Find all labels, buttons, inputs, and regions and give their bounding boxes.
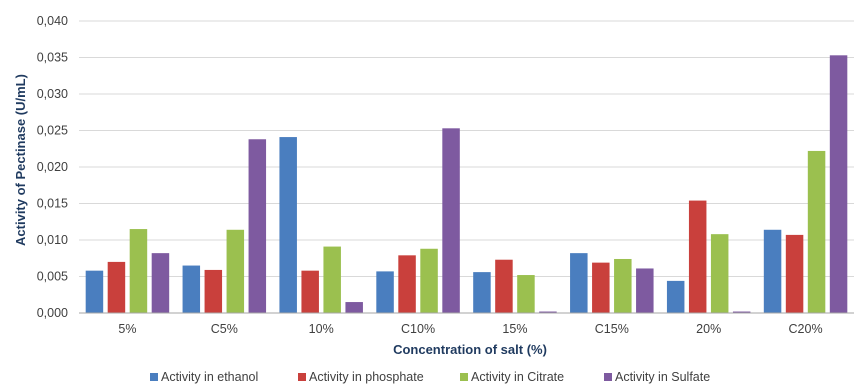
bar-activity-in-phosphate-2 <box>301 270 319 313</box>
x-tick-label: C5% <box>211 322 238 336</box>
x-tick-label: 5% <box>118 322 136 336</box>
bar-activity-in-citrate-0 <box>129 229 148 313</box>
bar-activity-in-sulfate-7 <box>829 55 848 314</box>
bar-activity-in-sulfate-6 <box>732 311 751 313</box>
x-axis-ticks: 5% C5% 10% C10% 15% C15% 20% C20% <box>118 322 822 336</box>
bar-activity-in-phosphate-4 <box>495 259 513 313</box>
y-tick-label: 0,010 <box>37 233 68 247</box>
y-tick-label: 0,025 <box>37 124 68 138</box>
y-tick-label: 0,005 <box>37 270 68 284</box>
bar-activity-in-citrate-3 <box>420 248 438 313</box>
bar-activity-in-sulfate-1 <box>248 139 267 313</box>
bar-activity-in-ethanol-2 <box>279 137 297 313</box>
x-axis-title: Concentration of salt (%) <box>393 342 547 357</box>
y-tick-label: 0,015 <box>37 197 68 211</box>
y-tick-label: 0,020 <box>37 160 68 174</box>
bar-activity-in-ethanol-7 <box>763 229 782 313</box>
bar-activity-in-ethanol-0 <box>85 270 104 313</box>
y-tick-label: 0,040 <box>37 14 68 28</box>
x-tick-label: C20% <box>789 322 823 336</box>
bar-activity-in-citrate-4 <box>517 275 535 313</box>
legend-swatch <box>604 373 612 381</box>
bar-activity-in-phosphate-6 <box>688 200 707 313</box>
bar-activity-in-ethanol-1 <box>182 265 201 313</box>
bar-activity-in-phosphate-7 <box>785 234 804 313</box>
y-tick-label: 0,000 <box>37 306 68 320</box>
bar-activity-in-sulfate-0 <box>151 253 170 313</box>
bar-activity-in-citrate-5 <box>614 258 632 313</box>
legend-label: Activity in Citrate <box>471 370 564 384</box>
bar-activity-in-ethanol-3 <box>376 271 394 313</box>
legend-label: Activity in ethanol <box>161 370 258 384</box>
legend-swatch <box>460 373 468 381</box>
y-axis-ticks: 0,000 0,005 0,010 0,015 0,020 0,025 0,030 0,035… <box>37 14 68 320</box>
x-tick-label: 20% <box>696 322 721 336</box>
legend-label: Activity in Sulfate <box>615 370 710 384</box>
x-tick-label: C10% <box>401 322 435 336</box>
x-tick-label: 10% <box>309 322 334 336</box>
bar-activity-in-sulfate-2 <box>345 302 363 313</box>
bar-activity-in-citrate-6 <box>710 234 729 313</box>
bar-activity-in-sulfate-4 <box>539 311 557 313</box>
legend-label: Activity in phosphate <box>309 370 424 384</box>
bar-activity-in-sulfate-3 <box>442 128 460 313</box>
bar-activity-in-citrate-7 <box>807 150 826 313</box>
bar-activity-in-ethanol-6 <box>666 280 685 313</box>
bar-activity-in-phosphate-1 <box>204 269 223 313</box>
bar-activity-in-ethanol-4 <box>473 272 491 313</box>
bar-activity-in-phosphate-5 <box>592 262 610 313</box>
bar-activity-in-citrate-2 <box>323 246 341 313</box>
y-axis-title: Activity of Pectinase (U/mL) <box>13 74 28 246</box>
x-tick-label: 15% <box>502 322 527 336</box>
legend-swatch <box>298 373 306 381</box>
legend: Activity in ethanol Activity in phosphate… <box>150 370 710 384</box>
bar-activity-in-phosphate-3 <box>398 255 416 313</box>
bar-activity-in-ethanol-5 <box>570 253 588 313</box>
bars <box>85 55 848 314</box>
gridlines <box>79 20 854 277</box>
legend-swatch <box>150 373 158 381</box>
bar-activity-in-phosphate-0 <box>107 261 126 313</box>
x-tick-label: C15% <box>595 322 629 336</box>
bar-activity-in-sulfate-5 <box>636 268 654 313</box>
y-tick-label: 0,035 <box>37 51 68 65</box>
y-tick-label: 0,030 <box>37 87 68 101</box>
bar-activity-in-citrate-1 <box>226 229 245 313</box>
